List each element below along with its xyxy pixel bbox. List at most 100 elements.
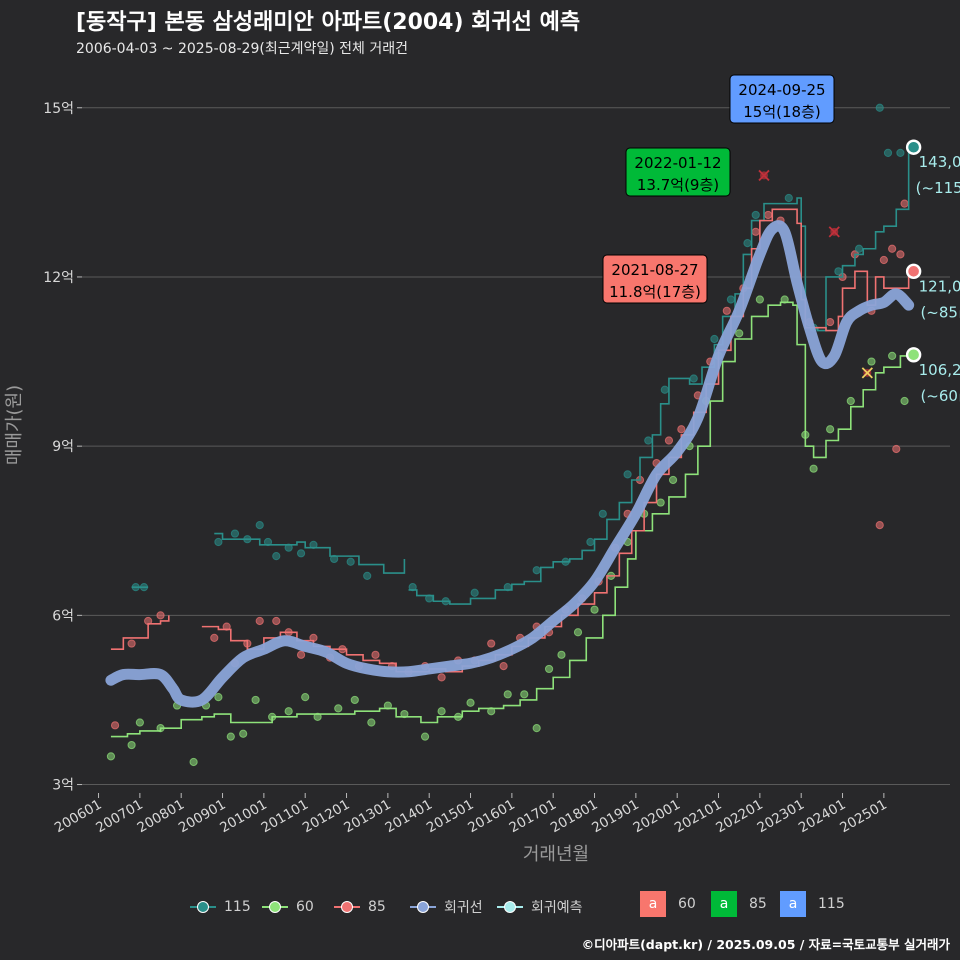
x-tick-label: 201201 [300, 797, 353, 837]
scatter-point-115 [710, 334, 719, 344]
scatter-point-115 [623, 470, 632, 479]
callout-date: 2022-01-12 [634, 154, 721, 172]
callout-2022-01-12: 2022-01-12 13.7억(9층) [625, 147, 731, 197]
scatter-point-85 [487, 639, 496, 648]
y-tick-label: 3억 [52, 778, 74, 794]
scatter-point-115 [854, 244, 864, 253]
scatter-point-60 [127, 740, 136, 750]
callout-2021-08-27: 2021-08-27 11.8억(17층) [602, 254, 708, 304]
legend-swatch [334, 901, 360, 913]
series-line-60 [110, 301, 910, 738]
legend-swatch [410, 901, 436, 913]
callout-date: 2021-08-27 [611, 261, 698, 279]
forecast-price: 121,092 [919, 277, 960, 295]
scatter-point-60 [214, 693, 223, 702]
scatter-point-60 [226, 732, 235, 741]
scatter-point-115 [532, 566, 541, 575]
legend-callout-swatch: a [780, 891, 806, 917]
y-axis-title: 매매가(원) [4, 385, 25, 465]
x-tick-label: 201101 [259, 797, 312, 837]
scatter-point-115 [751, 210, 760, 220]
y-tick-label: 12억 [43, 270, 74, 286]
x-tick-label: 202101 [672, 797, 725, 837]
scatter-point-85 [764, 210, 773, 220]
scatter-point-85 [875, 521, 884, 530]
x-tick-label: 201001 [217, 797, 270, 837]
scatter-point-60 [466, 698, 475, 707]
scatter-point-60 [668, 475, 678, 485]
y-tick-label: 15억 [43, 101, 74, 117]
scatter-point-60 [532, 724, 541, 733]
scatter-point-60 [350, 695, 359, 705]
x-tick-label: 202301 [755, 797, 808, 837]
scatter-point-85 [677, 425, 686, 434]
record-cross-85 [758, 169, 770, 182]
x-tick-label: 201701 [507, 797, 560, 837]
forecast-area: (~60㎡) [920, 387, 960, 405]
scatter-point-115 [883, 148, 893, 157]
scatter-point-85 [888, 244, 897, 253]
scatter-point-60 [590, 605, 599, 614]
legend-label: 85 [749, 896, 767, 912]
scatter-point-115 [296, 549, 306, 558]
scatter-point-60 [735, 329, 744, 338]
scatter-point-115 [834, 267, 843, 276]
legend-swatch [497, 901, 523, 913]
y-tick-label: 9억 [52, 439, 74, 455]
legend-label: 115 [224, 899, 251, 915]
scatter-point-115 [214, 537, 223, 547]
legend-callout-swatch: a [711, 891, 737, 917]
scatter-point-60 [503, 690, 512, 699]
scatter-point-115 [470, 588, 479, 597]
scatter-point-60 [367, 718, 376, 727]
x-tick-label: 201601 [465, 797, 518, 837]
callout-box [729, 74, 835, 124]
legend-item-60: 60 [262, 896, 314, 918]
scatter-point-60 [656, 498, 665, 507]
legend-swatch [190, 901, 216, 913]
scatter-point-115 [660, 385, 669, 394]
callout-date: 2024-09-25 [738, 81, 825, 99]
scatter-point-60 [520, 690, 529, 699]
scatter-point-115 [689, 374, 698, 383]
scatter-point-60 [573, 628, 583, 637]
scatter-point-115 [875, 103, 884, 112]
scatter-point-85 [664, 436, 674, 445]
scatter-point-60 [239, 729, 248, 738]
legend-swatch [262, 901, 288, 913]
callout-box [625, 147, 731, 197]
record-cross-60 [861, 367, 873, 379]
series-line-115 [214, 532, 406, 574]
callout-value: 11.8억(17층) [609, 283, 701, 301]
chart-title: [동작구] 본동 삼성래미안 아파트(2004) 회귀선 예측 [76, 10, 581, 35]
x-tick-label: 200601 [52, 797, 105, 837]
scatter-point-85 [371, 650, 380, 659]
legend-callout-swatch: a [640, 891, 666, 917]
legend-label: 회귀예측 [531, 900, 583, 916]
x-tick-label: 202401 [796, 797, 849, 837]
scatter-point-85 [751, 227, 760, 236]
scatter-point-115 [346, 557, 355, 566]
legend-item-115: 115 [190, 896, 251, 918]
legend-label: 85 [368, 899, 386, 915]
scatter-point-85 [499, 662, 508, 671]
scatter-point-115 [743, 239, 752, 248]
legend-item-회귀선: 회귀선 [410, 896, 483, 918]
x-tick-label: 201801 [548, 797, 601, 837]
scatter-point-60 [809, 464, 818, 473]
scatter-point-60 [846, 396, 855, 406]
forecast-price: 143,000 [919, 153, 960, 171]
x-tick-label: 202501 [837, 797, 890, 837]
legend-label: 60 [296, 899, 314, 915]
series-line-85 [201, 208, 910, 673]
scatter-point-60 [826, 425, 835, 434]
scatter-point-60 [900, 396, 909, 406]
legend-callout-60: a 60 [640, 891, 696, 917]
scatter-point-85 [127, 639, 136, 648]
x-tick-label: 202001 [631, 797, 684, 837]
y-tick-label: 6억 [52, 608, 74, 624]
forecast-area: (~85㎡) [920, 303, 960, 321]
forecast-price: 106,200 [919, 361, 960, 379]
scatter-point-115 [726, 295, 736, 304]
